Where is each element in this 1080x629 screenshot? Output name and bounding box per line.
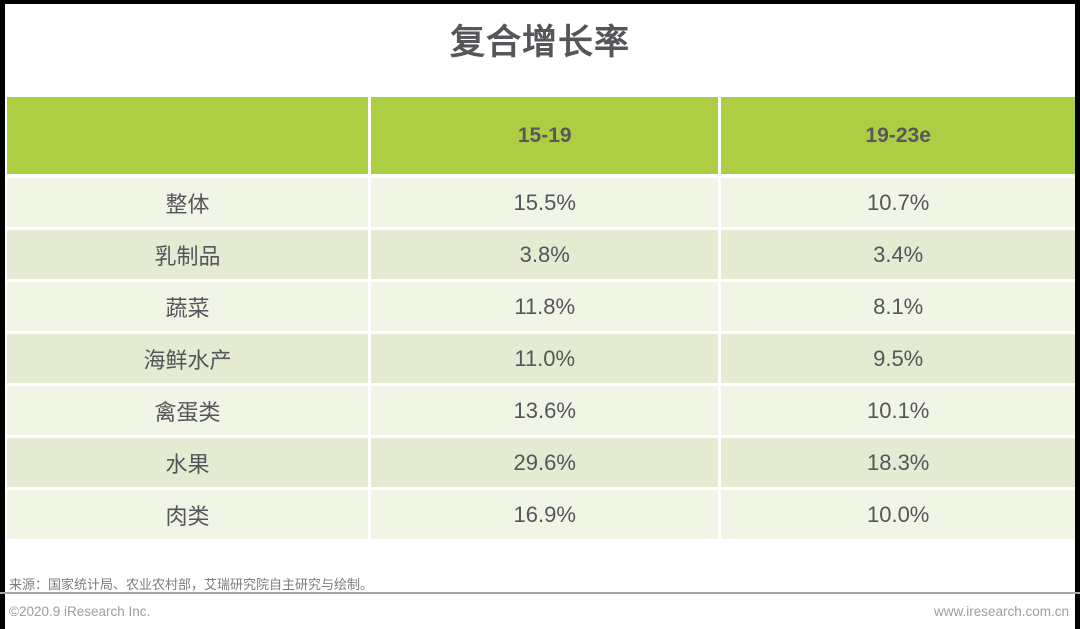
row-value-15-19: 13.6% — [371, 386, 719, 435]
row-value-19-23e: 10.1% — [721, 386, 1075, 435]
row-value-15-19: 11.0% — [371, 334, 719, 383]
table-header-row: 15-19 19-23e — [7, 97, 1075, 174]
table-row: 整体 15.5% 10.7% — [7, 178, 1075, 227]
table-row: 肉类 16.9% 10.0% — [7, 490, 1075, 539]
table-row: 蔬菜 11.8% 8.1% — [7, 282, 1075, 331]
table-row: 禽蛋类 13.6% 10.1% — [7, 386, 1075, 435]
frame-edge-right — [1075, 0, 1080, 629]
frame-edge-left — [0, 0, 5, 629]
row-value-19-23e: 10.7% — [721, 178, 1075, 227]
table-row: 乳制品 3.8% 3.4% — [7, 230, 1075, 279]
page-title: 复合增长率 — [449, 23, 630, 62]
growth-rate-table: 15-19 19-23e 整体 15.5% 10.7% 乳制品 3.8% 3.4… — [7, 97, 1075, 542]
row-value-15-19: 16.9% — [371, 490, 719, 539]
row-value-15-19: 29.6% — [371, 438, 719, 487]
row-label: 蔬菜 — [7, 282, 369, 331]
row-value-15-19: 3.8% — [371, 230, 719, 279]
table-row: 水果 29.6% 18.3% — [7, 438, 1075, 487]
row-value-19-23e: 9.5% — [721, 334, 1075, 383]
row-label: 水果 — [7, 438, 369, 487]
header-cell-19-23e: 19-23e — [721, 97, 1075, 174]
row-label: 禽蛋类 — [7, 386, 369, 435]
copyright-text: ©2020.9 iResearch Inc. — [9, 604, 151, 619]
row-value-19-23e: 8.1% — [721, 282, 1075, 331]
header-cell-category — [7, 97, 369, 174]
footer-divider — [0, 592, 1080, 594]
row-value-15-19: 11.8% — [371, 282, 719, 331]
row-label: 肉类 — [7, 490, 369, 539]
row-label: 整体 — [7, 178, 369, 227]
row-label: 乳制品 — [7, 230, 369, 279]
source-note: 来源：国家统计局、农业农村部，艾瑞研究院自主研究与绘制。 — [9, 577, 374, 592]
frame-edge-top — [0, 0, 1080, 4]
table-row: 海鲜水产 11.0% 9.5% — [7, 334, 1075, 383]
row-label: 海鲜水产 — [7, 334, 369, 383]
header-cell-15-19: 15-19 — [371, 97, 719, 174]
row-value-19-23e: 18.3% — [721, 438, 1075, 487]
row-value-19-23e: 10.0% — [721, 490, 1075, 539]
row-value-19-23e: 3.4% — [721, 230, 1075, 279]
row-value-15-19: 15.5% — [371, 178, 719, 227]
website-url: www.iresearch.com.cn — [933, 604, 1069, 619]
